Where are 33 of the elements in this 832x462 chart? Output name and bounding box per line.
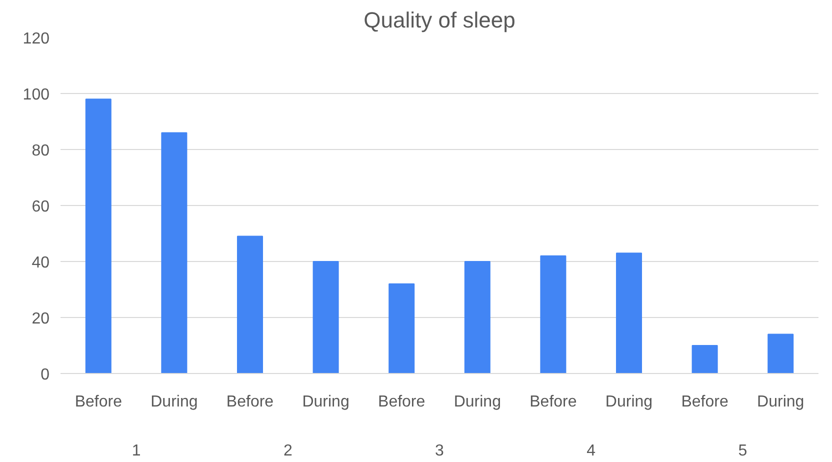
bar xyxy=(85,98,112,374)
text: Before xyxy=(74,394,122,410)
series-label: During xyxy=(150,394,198,410)
y-tick-label: 0 xyxy=(40,366,50,384)
text: Before xyxy=(681,394,728,410)
y-tick-label: 100 xyxy=(22,86,50,104)
text: During xyxy=(302,394,350,410)
x-tick-label: 2 xyxy=(283,442,292,460)
y-tick-label: 120 xyxy=(22,30,50,48)
text: During xyxy=(454,394,501,410)
text: Before xyxy=(378,394,426,410)
y-tick-label: 20 xyxy=(32,310,50,328)
x-tick-label: 1 xyxy=(132,442,141,460)
text: During xyxy=(605,394,653,410)
x-tick-label: 4 xyxy=(586,442,596,460)
bar xyxy=(388,283,415,374)
x-tick-label: 3 xyxy=(435,442,444,460)
bar xyxy=(312,261,339,374)
text: During xyxy=(757,394,804,410)
bar xyxy=(692,345,718,374)
bar xyxy=(768,334,794,374)
bar xyxy=(616,252,642,374)
chart-title: Quality of sleep xyxy=(364,8,516,32)
y-tick-label: 80 xyxy=(32,142,50,160)
bar xyxy=(540,255,566,374)
x-tick-label: 5 xyxy=(738,442,748,460)
y-tick-label: 40 xyxy=(32,254,50,272)
bar xyxy=(464,261,490,374)
bar xyxy=(161,132,188,374)
series-label: Before xyxy=(530,394,577,410)
bar xyxy=(236,236,264,374)
y-tick-label: 60 xyxy=(32,198,50,216)
text: Before xyxy=(226,394,274,410)
